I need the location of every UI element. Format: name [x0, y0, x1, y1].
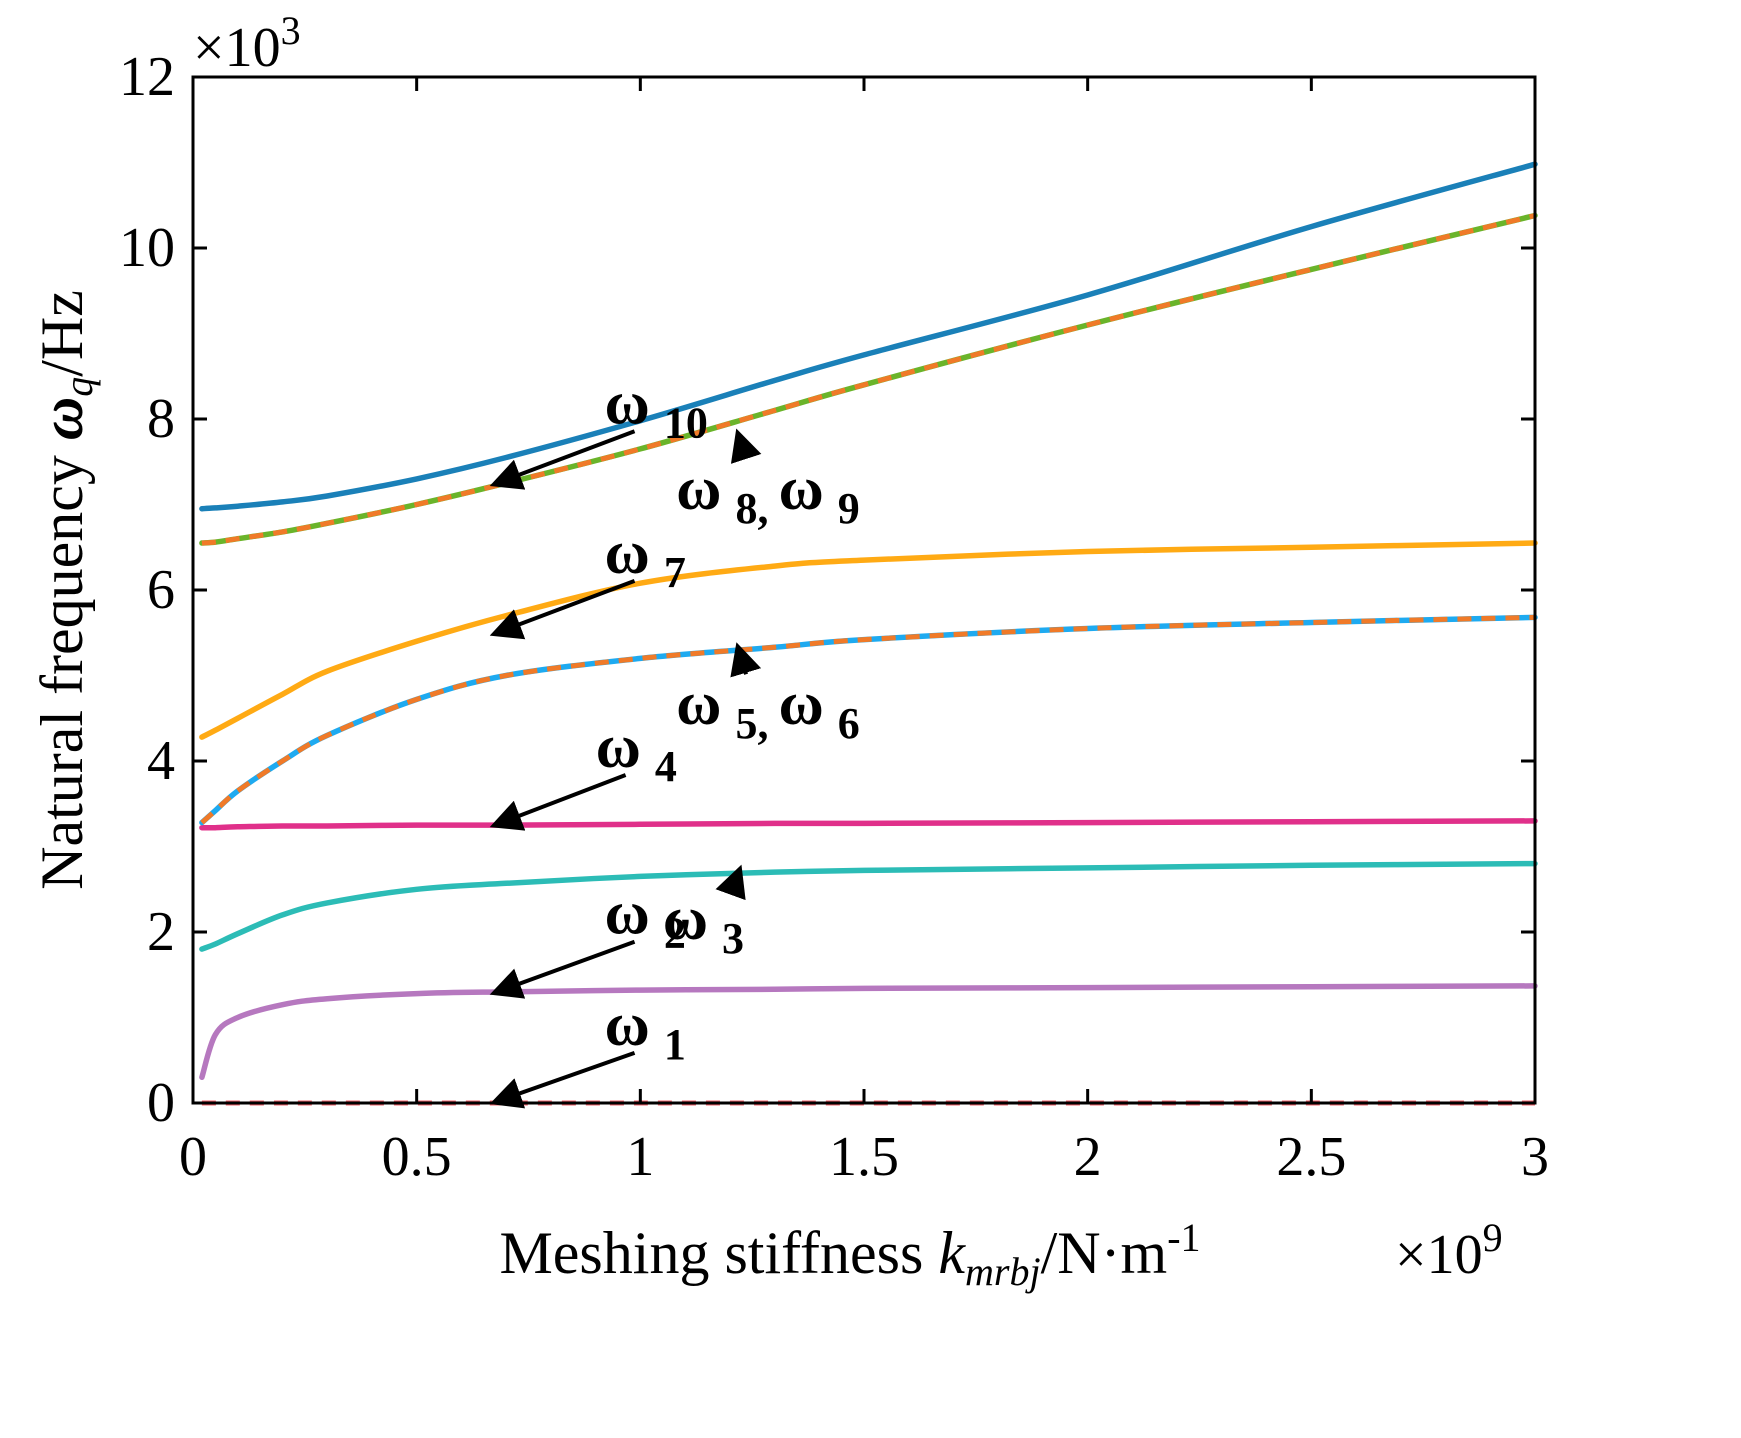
series-line-ω7	[199, 540, 1538, 740]
x-axis-multiplier: ×109	[1395, 1215, 1503, 1286]
y-axis-title: Natural frequency ωq/Hz	[29, 290, 101, 890]
series-line-ω9	[201, 213, 1536, 546]
annotation-arrow-w10	[489, 429, 636, 490]
y-tick-label: 4	[147, 730, 175, 792]
series-line-ω8	[199, 212, 1538, 546]
series-line-ω2	[199, 983, 1538, 1081]
annotation-arrow-w4	[489, 773, 627, 831]
series-line-ω4	[199, 818, 1538, 831]
y-tick-label: 2	[147, 901, 175, 963]
annotations-layer: ω 10 ω 8, ω 9ω 7 ω 5, ω 6ω 4 ω 3ω 2 ω 1	[489, 369, 860, 1109]
y-axis-multiplier: ×103	[193, 8, 301, 79]
annotation-label-w10: ω 10	[605, 369, 708, 447]
series-layer	[193, 161, 1538, 1106]
y-tick-label: 8	[147, 388, 175, 450]
plot-frame	[191, 75, 1537, 1105]
annotation-arrow-w56	[730, 642, 762, 678]
annotation-arrow-w2	[489, 939, 636, 999]
y-tick-label: 10	[119, 217, 175, 279]
x-axis-title: Meshing stiffness kmrbj/N·m-1	[499, 1215, 1200, 1294]
y-tick-label: 6	[147, 559, 175, 621]
series-line-ω3	[199, 860, 1538, 952]
series-line-ω6	[200, 614, 1536, 825]
x-tick-label: 0	[179, 1126, 207, 1188]
y-tick-label: 0	[147, 1072, 175, 1134]
annotation-arrow-w1	[489, 1050, 636, 1109]
x-tick-label: 0.5	[382, 1126, 452, 1188]
annotation-arrow-w7	[489, 579, 636, 640]
annotation-label-w56: ω 5, ω 6	[676, 670, 860, 748]
ticks-layer: 0 0.5 1 1.5 2 2.5 3 0 2 4 6 8 10 12	[119, 46, 1549, 1188]
x-tick-label: 2.5	[1276, 1126, 1346, 1188]
annotation-arrow-w89	[730, 428, 762, 464]
x-tick-label: 1	[626, 1126, 654, 1188]
x-tick-label: 1.5	[829, 1126, 899, 1188]
x-tick-label: 2	[1074, 1126, 1102, 1188]
x-tick-label: 3	[1521, 1126, 1549, 1188]
series-line-ω10	[199, 161, 1538, 512]
y-tick-label: 12	[119, 46, 175, 108]
annotation-label-w89: ω 8, ω 9	[676, 455, 860, 533]
annotation-arrow-w3	[715, 864, 746, 901]
